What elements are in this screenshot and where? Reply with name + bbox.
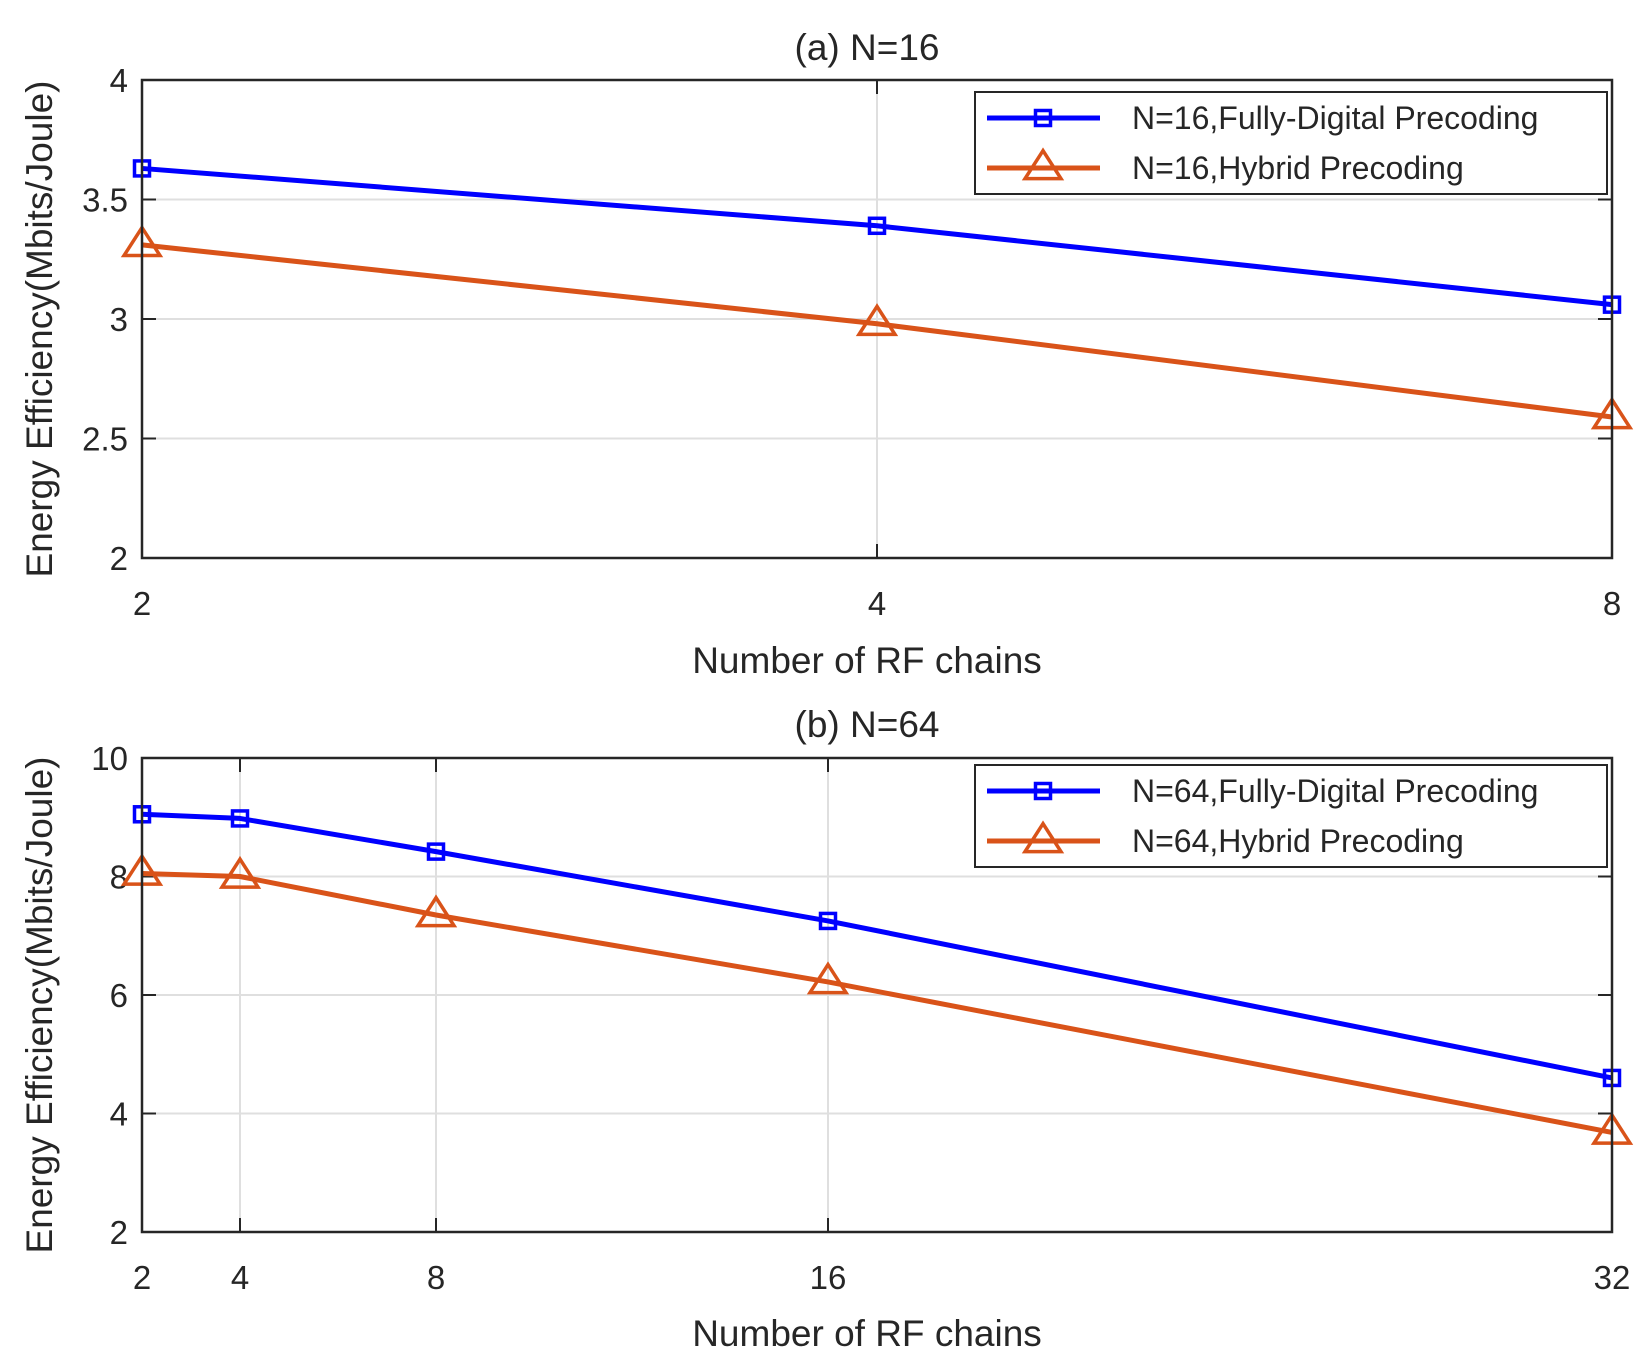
y-tick-label: 8 bbox=[110, 859, 128, 896]
data-point-fully-digital bbox=[867, 216, 887, 236]
x-tick-label: 32 bbox=[1594, 1259, 1631, 1296]
legend-label-fully-digital: N=64,Fully-Digital Precoding bbox=[1132, 773, 1538, 809]
y-tick-label: 2 bbox=[110, 540, 128, 577]
data-point-fully-digital bbox=[818, 911, 838, 931]
series-line-hybrid bbox=[141, 242, 1613, 420]
axes-box bbox=[140, 78, 1614, 560]
y-tick-label: 3.5 bbox=[82, 182, 128, 219]
legend-box bbox=[974, 764, 1608, 868]
legend-box bbox=[974, 91, 1608, 195]
legend-label-hybrid: N=64,Hybrid Precoding bbox=[1132, 823, 1464, 859]
legend-marker-hybrid bbox=[1021, 147, 1065, 181]
x-tick-label: 4 bbox=[231, 1259, 249, 1296]
chart-title: (a) N=16 bbox=[795, 27, 940, 68]
y-tick-label: 3 bbox=[110, 301, 128, 338]
x-tick-label: 8 bbox=[427, 1259, 445, 1296]
legend: N=16,Fully-Digital Precoding N=16,Hybrid … bbox=[974, 91, 1608, 195]
x-tick-label: 8 bbox=[1603, 585, 1621, 622]
data-point-hybrid bbox=[218, 855, 262, 889]
y-tick-label: 10 bbox=[91, 740, 128, 777]
chart-panel-b: 2 4 8 16 32 2 4 6 8 10 (b) N=64 Number of RF chains… bbox=[19, 704, 1634, 1354]
chart-title: (b) N=64 bbox=[795, 704, 940, 745]
y-axis-title: Energy Efficiency(Mbits/Joule) bbox=[19, 81, 60, 578]
y-tick-label: 4 bbox=[110, 1096, 128, 1133]
chart-panel-a: 2 4 8 2 2.5 3 3.5 4 (a) N=16 Number of RF chains E… bbox=[19, 27, 1634, 681]
legend-marker-fully-digital bbox=[1033, 108, 1053, 128]
legend-label-hybrid: N=16,Hybrid Precoding bbox=[1132, 150, 1464, 186]
data-point-fully-digital bbox=[230, 809, 250, 828]
legend: N=64,Fully-Digital Precoding N=64,Hybrid … bbox=[974, 764, 1608, 868]
axes-box bbox=[140, 756, 1614, 1234]
y-tick-label: 4 bbox=[110, 62, 128, 99]
y-axis-title: Energy Efficiency(Mbits/Joule) bbox=[19, 757, 60, 1254]
data-point-hybrid bbox=[855, 303, 899, 337]
legend-label-fully-digital: N=16,Fully-Digital Precoding bbox=[1132, 100, 1538, 136]
x-tick-label: 16 bbox=[810, 1259, 847, 1296]
y-tick-label: 6 bbox=[110, 977, 128, 1014]
x-tick-label: 2 bbox=[133, 1259, 151, 1296]
x-axis-title: Number of RF chains bbox=[692, 640, 1042, 681]
x-tick-label: 4 bbox=[868, 585, 886, 622]
x-axis-title: Number of RF chains bbox=[692, 1313, 1042, 1354]
data-point-hybrid bbox=[414, 894, 458, 928]
series-line-fully-digital bbox=[141, 811, 1613, 1081]
y-tick-label: 2 bbox=[110, 1214, 128, 1251]
y-tick-label: 2.5 bbox=[82, 421, 128, 458]
data-point-hybrid bbox=[806, 961, 850, 995]
series-line-hybrid bbox=[141, 871, 1613, 1135]
legend-marker-fully-digital bbox=[1033, 781, 1053, 801]
x-tick-label: 2 bbox=[133, 585, 151, 622]
series-line-fully-digital bbox=[141, 165, 1613, 308]
data-point-fully-digital bbox=[426, 842, 446, 861]
legend-marker-hybrid bbox=[1021, 820, 1065, 854]
